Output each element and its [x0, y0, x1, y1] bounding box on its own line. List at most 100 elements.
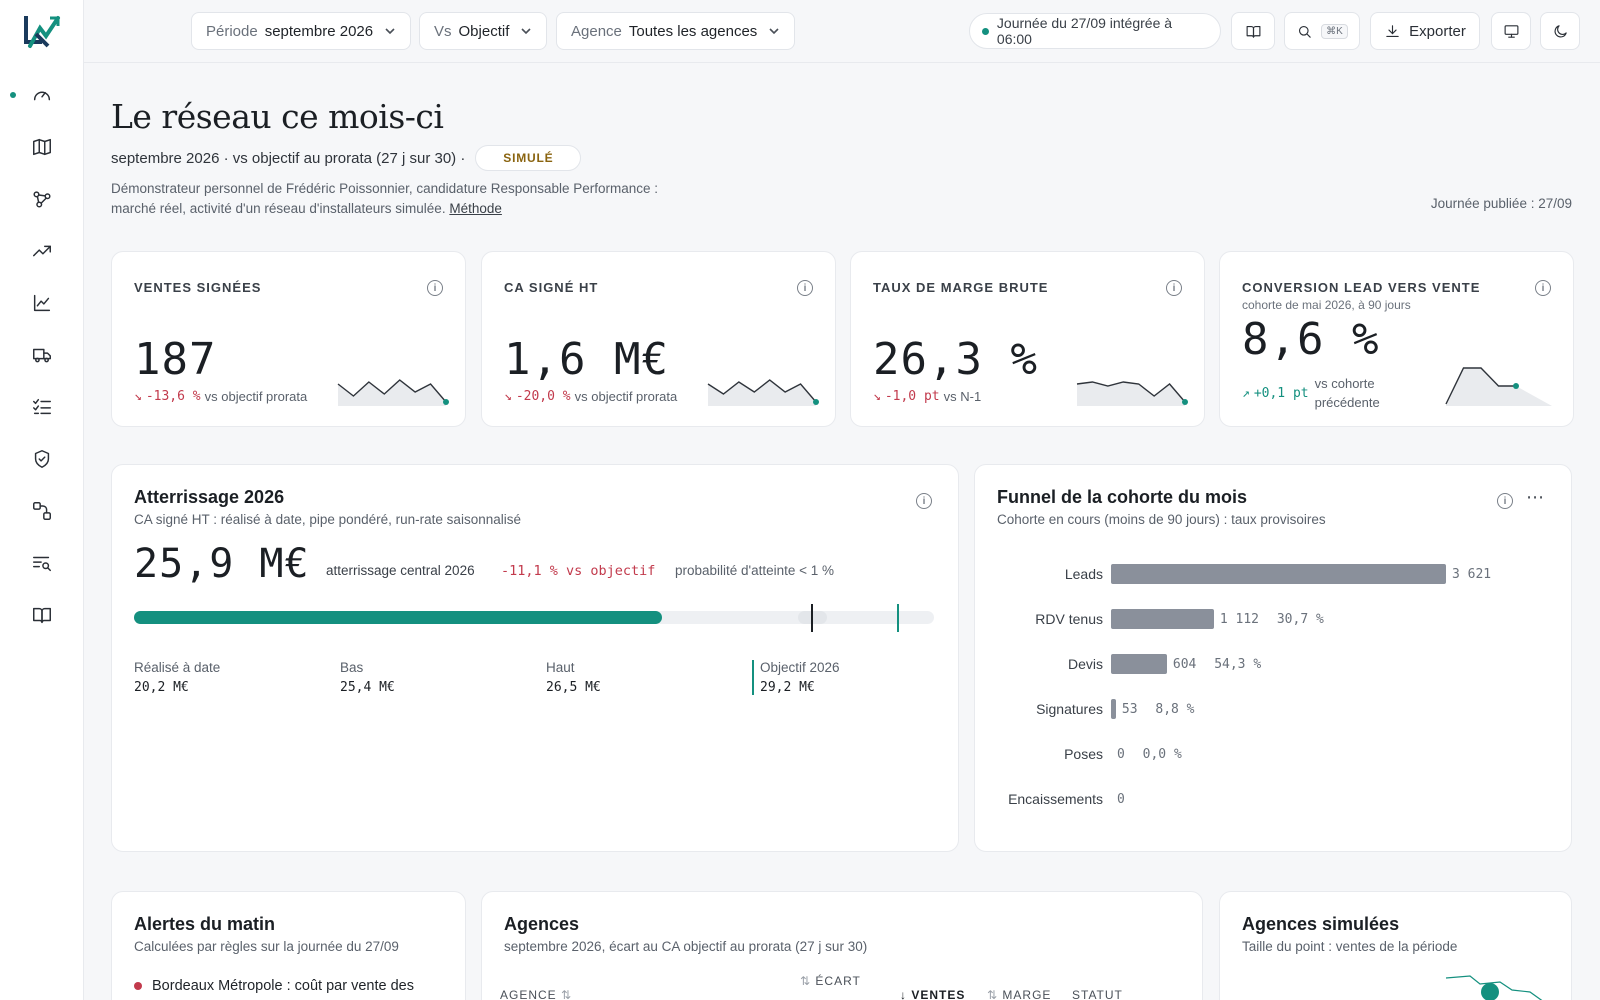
landing-caption: atterrissage central 2026	[326, 563, 475, 578]
info-icon[interactable]: i	[1166, 280, 1182, 296]
kpi-delta-value: +0,1 pt	[1253, 385, 1309, 401]
sidebar	[0, 0, 84, 1000]
shield-check-icon	[34, 450, 50, 468]
gauge-icon	[33, 91, 51, 101]
sim-agencies-subtitle: Taille du point : ventes de la période	[1242, 939, 1458, 954]
sparkline-last-point	[1513, 383, 1519, 389]
kpi-delta-context: vs N-1	[943, 389, 982, 404]
trend-up-icon	[33, 245, 51, 257]
moon-icon	[1554, 24, 1567, 37]
search-icon	[1299, 25, 1311, 38]
funnel-step[interactable]: RDV tenus 1 112 30,7 %	[975, 608, 1573, 630]
funnel-step[interactable]: Poses 0 0,0 %	[975, 743, 1573, 765]
column-header-sales[interactable]: ↓ VENTES	[900, 988, 966, 1000]
funnel-step-value: 1 112 30,7 %	[1220, 612, 1324, 627]
funnel-step-value: 53 8,8 %	[1122, 702, 1195, 717]
simulated-badge: SIMULÉ	[475, 145, 582, 171]
kpi-delta: ↘ -1,0 pt vs N-1	[873, 389, 981, 404]
kpi-card[interactable]: CA SIGNÉ HT i 1,6 M€ ↘ -20,0 % vs objectif…	[481, 251, 836, 427]
info-icon[interactable]: i	[916, 493, 932, 509]
truck-icon	[33, 348, 51, 363]
nav-flows[interactable]	[27, 496, 57, 526]
agency-point[interactable]	[1481, 983, 1499, 1000]
funnel-step[interactable]: Signatures 53 8,8 %	[975, 698, 1573, 720]
funnel-step-value: 0	[1117, 792, 1135, 807]
kpi-delta-value: -13,6 %	[145, 389, 201, 404]
sparkline-line	[707, 379, 817, 403]
nav-analytics[interactable]	[27, 288, 57, 318]
kpi-delta: ↘ -13,6 % vs objectif prorata	[134, 389, 307, 404]
column-header-status[interactable]: STATUT	[1072, 988, 1123, 1000]
legend-high: Haut 26,5 M€	[546, 660, 601, 695]
funnel-step-label: Poses	[1064, 746, 1103, 762]
trend-arrow-icon: ↗	[1242, 385, 1250, 401]
export-button[interactable]: Exporter	[1370, 12, 1480, 50]
map-icon	[33, 138, 51, 156]
landing-central-marker	[811, 604, 814, 632]
info-icon[interactable]: i	[1497, 493, 1513, 509]
kpi-sublabel: cohorte de mai 2026, à 90 jours	[1242, 298, 1411, 312]
kpi-delta: ↗ +0,1 pt vs cohorte précédente	[1242, 374, 1395, 412]
kpi-card[interactable]: CONVERSION LEAD VERS VENTE cohorte de mai…	[1219, 251, 1574, 427]
column-header-gap[interactable]: ⇅ ÉCART	[800, 974, 861, 988]
info-icon[interactable]: i	[797, 280, 813, 296]
nav-logistics[interactable]	[27, 340, 57, 370]
funnel-bar	[1111, 654, 1167, 674]
kpi-value: 1,6 M€	[504, 334, 669, 385]
info-icon[interactable]: i	[427, 280, 443, 296]
status-dot	[982, 27, 989, 35]
legend-low: Bas 25,4 M€	[340, 660, 395, 695]
kpi-label: CA SIGNÉ HT	[504, 280, 599, 295]
filter-key: Période	[206, 22, 258, 40]
nav-docs[interactable]	[27, 600, 57, 630]
nav-tasks[interactable]	[27, 392, 57, 422]
present-button[interactable]	[1491, 12, 1531, 50]
method-link[interactable]: Méthode	[449, 201, 502, 216]
kpi-sparkline	[1076, 381, 1188, 406]
kpi-delta-context: vs objectif prorata	[204, 389, 308, 404]
sparkline-area	[1077, 382, 1185, 406]
kpi-value: 26,3 %	[873, 334, 1038, 385]
page-title: Le réseau ce mois-ci	[111, 97, 444, 136]
kpi-delta-value: -20,0 %	[515, 389, 571, 404]
legend-label: Réalisé à date	[134, 660, 221, 675]
chevron-down-icon	[521, 28, 531, 35]
agencies-map[interactable]	[1440, 972, 1550, 1000]
nav-map[interactable]	[27, 132, 57, 162]
nav-trend[interactable]	[27, 236, 57, 266]
brand-logo[interactable]	[20, 12, 62, 52]
funnel-step[interactable]: Leads 3 621	[975, 563, 1573, 585]
nav-network[interactable]	[27, 184, 57, 214]
search-button[interactable]: ⌘K	[1284, 12, 1360, 50]
nav-quality[interactable]	[27, 444, 57, 474]
more-options-icon[interactable]: ⋯	[1526, 487, 1545, 507]
kpi-delta-context: vs cohorte précédente	[1314, 376, 1380, 410]
kpi-card[interactable]: TAUX DE MARGE BRUTE i 26,3 % ↘ -1,0 pt vs …	[850, 251, 1205, 427]
agency-filter[interactable]: Agence Toutes les agences	[556, 12, 796, 50]
alerts-title: Alertes du matin	[134, 914, 276, 934]
nav-search-list[interactable]	[27, 548, 57, 578]
chevron-down-icon	[769, 28, 779, 35]
legend-label: Objectif 2026	[760, 660, 840, 675]
top-bar: Période septembre 2026 Vs Objectif Agenc…	[84, 0, 1600, 63]
info-icon[interactable]: i	[1535, 280, 1551, 296]
column-header-margin[interactable]: ⇅ MARGE	[987, 988, 1052, 1000]
landing-value: 25,9 M€	[134, 541, 310, 587]
period-filter[interactable]: Période septembre 2026	[191, 12, 412, 50]
landing-realised-fill	[134, 611, 663, 624]
kpi-label: VENTES SIGNÉES	[134, 280, 262, 295]
theme-toggle[interactable]	[1540, 12, 1580, 50]
download-icon	[1386, 24, 1399, 37]
funnel-step[interactable]: Encaissements 0	[975, 788, 1573, 810]
docs-button[interactable]	[1231, 12, 1275, 50]
funnel-rate: 54,3 %	[1214, 656, 1262, 672]
funnel-step[interactable]: Devis 604 54,3 %	[975, 653, 1573, 675]
kpi-delta-value: -1,0 pt	[884, 389, 940, 404]
funnel-count: 1 112	[1219, 611, 1260, 627]
column-header-agency[interactable]: AGENCE ⇅	[500, 988, 573, 1000]
kpi-card[interactable]: VENTES SIGNÉES i 187 ↘ -13,6 % vs objectif…	[111, 251, 466, 427]
nav-dashboard[interactable]	[27, 80, 57, 110]
comparison-filter[interactable]: Vs Objectif	[419, 12, 548, 50]
alert-item[interactable]: Bordeaux Métropole : coût par vente des	[134, 978, 414, 994]
presentation-icon	[1504, 24, 1518, 38]
